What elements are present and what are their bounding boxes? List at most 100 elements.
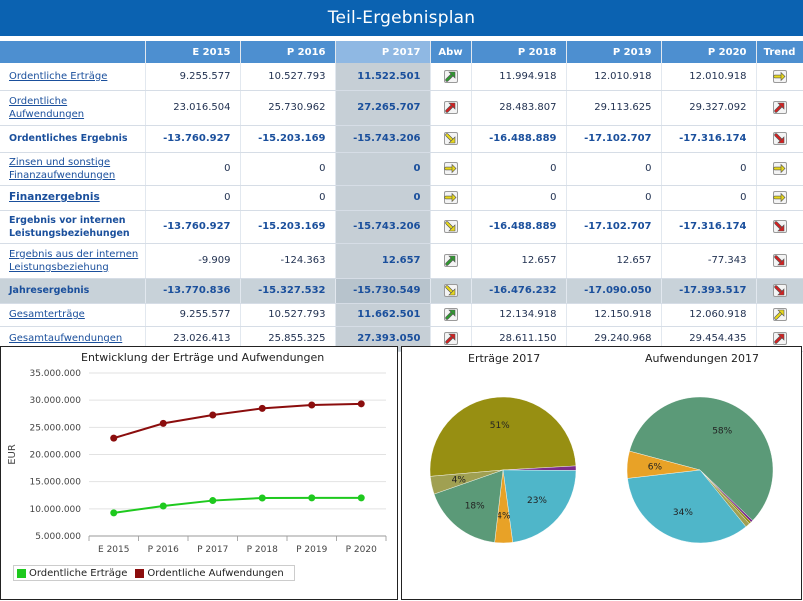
row-label-cell[interactable]: Zinsen und sonstige Finanzaufwendungen bbox=[0, 152, 146, 186]
row-label[interactable]: Finanzergebnis bbox=[9, 191, 100, 203]
trend-cell bbox=[756, 90, 803, 126]
cell-e2015: 9.255.577 bbox=[145, 63, 241, 91]
column-header-e2015: E 2015 bbox=[145, 41, 241, 63]
cell-p2019: 12.150.918 bbox=[566, 303, 662, 327]
pie-slice[interactable] bbox=[429, 396, 577, 477]
cell-p2020: 12.010.918 bbox=[661, 63, 757, 91]
line-chart-legend[interactable]: Ordentliche Erträge Ordentliche Aufwendu… bbox=[13, 565, 295, 581]
row-label-cell[interactable]: Ordentliche Erträge bbox=[0, 63, 146, 91]
pie-slice-label: 6% bbox=[648, 463, 663, 473]
column-header-p2017: P 2017 bbox=[335, 41, 431, 63]
arrow-up-right-green-icon bbox=[443, 254, 458, 267]
deviation-cell bbox=[430, 125, 472, 153]
row-label[interactable]: Gesamterträge bbox=[9, 309, 85, 320]
cell-p2016: -15.203.169 bbox=[240, 125, 336, 153]
data-point[interactable] bbox=[308, 401, 316, 409]
arrow-down-right-red-icon bbox=[772, 132, 787, 145]
legend-item-expenses[interactable]: Ordentliche Aufwendungen bbox=[135, 568, 284, 579]
cell-p2017: 0 bbox=[335, 152, 431, 186]
page-title: Teil-Ergebnisplan bbox=[0, 0, 803, 36]
pie-slice[interactable] bbox=[502, 469, 577, 543]
row-label[interactable]: Zinsen und sonstige Finanzaufwendungen bbox=[9, 156, 116, 181]
cell-e2015: 0 bbox=[145, 185, 241, 211]
line-chart-panel: Entwicklung der Erträge und Aufwendungen… bbox=[0, 346, 398, 600]
row-label[interactable]: Gesamtaufwendungen bbox=[9, 333, 123, 344]
row-label[interactable]: Ordentliche Erträge bbox=[9, 70, 108, 82]
pie-slice-label: 34% bbox=[673, 508, 693, 518]
cell-p2016: 10.527.793 bbox=[240, 303, 336, 327]
deviation-cell bbox=[430, 152, 472, 186]
data-point[interactable] bbox=[209, 497, 217, 505]
trend-cell bbox=[756, 243, 803, 279]
cell-p2016: 10.527.793 bbox=[240, 63, 336, 91]
x-tick-label: E 2015 bbox=[98, 545, 129, 555]
data-point[interactable] bbox=[110, 509, 118, 517]
arrow-right-yellow-icon bbox=[772, 162, 787, 175]
row-label-cell[interactable]: Gesamterträge bbox=[0, 303, 146, 327]
data-point[interactable] bbox=[308, 494, 316, 502]
cell-p2019: 0 bbox=[566, 152, 662, 186]
pie-charts: 51% 23% 4% 18% 4% 58% 34% 6% bbox=[429, 396, 774, 544]
cell-p2020: 0 bbox=[661, 152, 757, 186]
column-header-p2016: P 2016 bbox=[240, 41, 336, 63]
pie-slice[interactable] bbox=[626, 450, 701, 479]
data-point[interactable] bbox=[258, 404, 266, 412]
trend-cell bbox=[756, 125, 803, 153]
data-point[interactable] bbox=[209, 411, 217, 419]
table-row: Ordentliches Ergebnis -13.760.927 -15.203.… bbox=[0, 125, 803, 153]
pie-slice-label: 51% bbox=[490, 421, 510, 431]
cell-p2017: -15.743.206 bbox=[335, 210, 431, 244]
cell-p2019: 29.113.625 bbox=[566, 90, 662, 126]
pie-slice[interactable] bbox=[629, 396, 774, 521]
table-row: Finanzergebnis 0 0 0 0 0 0 bbox=[0, 185, 803, 211]
row-label-cell[interactable]: Ordentliche Aufwendungen bbox=[0, 90, 146, 126]
y-tick-label: 10.000.000 bbox=[29, 505, 81, 515]
cell-p2019: 12.657 bbox=[566, 243, 662, 279]
arrow-right-yellow-icon bbox=[772, 191, 787, 204]
cell-p2019: 12.010.918 bbox=[566, 63, 662, 91]
row-label-cell: Ergebnis vor internen Leistungsbeziehung… bbox=[0, 210, 146, 244]
data-point[interactable] bbox=[110, 434, 118, 442]
cell-e2015: -13.760.927 bbox=[145, 210, 241, 244]
y-tick-label: 35.000.000 bbox=[29, 369, 81, 379]
deviation-cell bbox=[430, 210, 472, 244]
cell-p2018: -16.476.232 bbox=[471, 278, 567, 304]
arrow-up-right-green-icon bbox=[443, 69, 458, 83]
deviation-cell bbox=[430, 278, 472, 304]
cell-p2019: -17.102.707 bbox=[566, 210, 662, 244]
row-label[interactable]: Ergebnis aus der internen Leistungsbezie… bbox=[9, 248, 139, 273]
row-label-cell[interactable]: Ergebnis aus der internen Leistungsbezie… bbox=[0, 243, 146, 279]
y-tick-label: 30.000.000 bbox=[29, 396, 81, 406]
pie-slice[interactable] bbox=[430, 469, 504, 495]
line-chart: 5.000.000 10.000.000 15.000.000 20.000.000 2… bbox=[7, 369, 387, 555]
trend-cell bbox=[756, 210, 803, 244]
pie-slice-label: 4% bbox=[496, 511, 511, 521]
cell-p2016: 0 bbox=[240, 185, 336, 211]
results-table: E 2015 P 2016 P 2017 Abw P 2018 P 2019 P 2020 T… bbox=[0, 41, 803, 352]
row-label-cell[interactable]: Finanzergebnis bbox=[0, 185, 146, 211]
cell-e2015: -13.770.836 bbox=[145, 278, 241, 304]
data-point[interactable] bbox=[258, 494, 266, 502]
table-row: Ergebnis vor internen Leistungsbeziehung… bbox=[0, 210, 803, 244]
pie-slice-label: 4% bbox=[452, 476, 467, 486]
cell-e2015: 23.016.504 bbox=[145, 90, 241, 126]
cell-p2019: -17.102.707 bbox=[566, 125, 662, 153]
cell-p2019: -17.090.050 bbox=[566, 278, 662, 304]
data-point[interactable] bbox=[357, 400, 365, 408]
data-point[interactable] bbox=[159, 502, 167, 510]
cell-p2018: 0 bbox=[471, 185, 567, 211]
column-header-label bbox=[0, 41, 146, 63]
row-label[interactable]: Ordentliche Aufwendungen bbox=[9, 95, 85, 120]
x-tick-label: P 2018 bbox=[247, 545, 278, 555]
legend-item-income[interactable]: Ordentliche Erträge bbox=[17, 568, 127, 579]
expenses-pie-title: Aufwendungen 2017 bbox=[645, 352, 760, 365]
data-point[interactable] bbox=[159, 419, 167, 427]
data-point[interactable] bbox=[357, 494, 365, 502]
cell-p2018: 12.134.918 bbox=[471, 303, 567, 327]
cell-p2017: -15.743.206 bbox=[335, 125, 431, 153]
x-tick-label: P 2017 bbox=[197, 545, 228, 555]
cell-p2018: 28.483.807 bbox=[471, 90, 567, 126]
column-header-p2018: P 2018 bbox=[471, 41, 567, 63]
pie-slice[interactable] bbox=[627, 469, 747, 544]
y-tick-label: 5.000.000 bbox=[35, 532, 81, 542]
